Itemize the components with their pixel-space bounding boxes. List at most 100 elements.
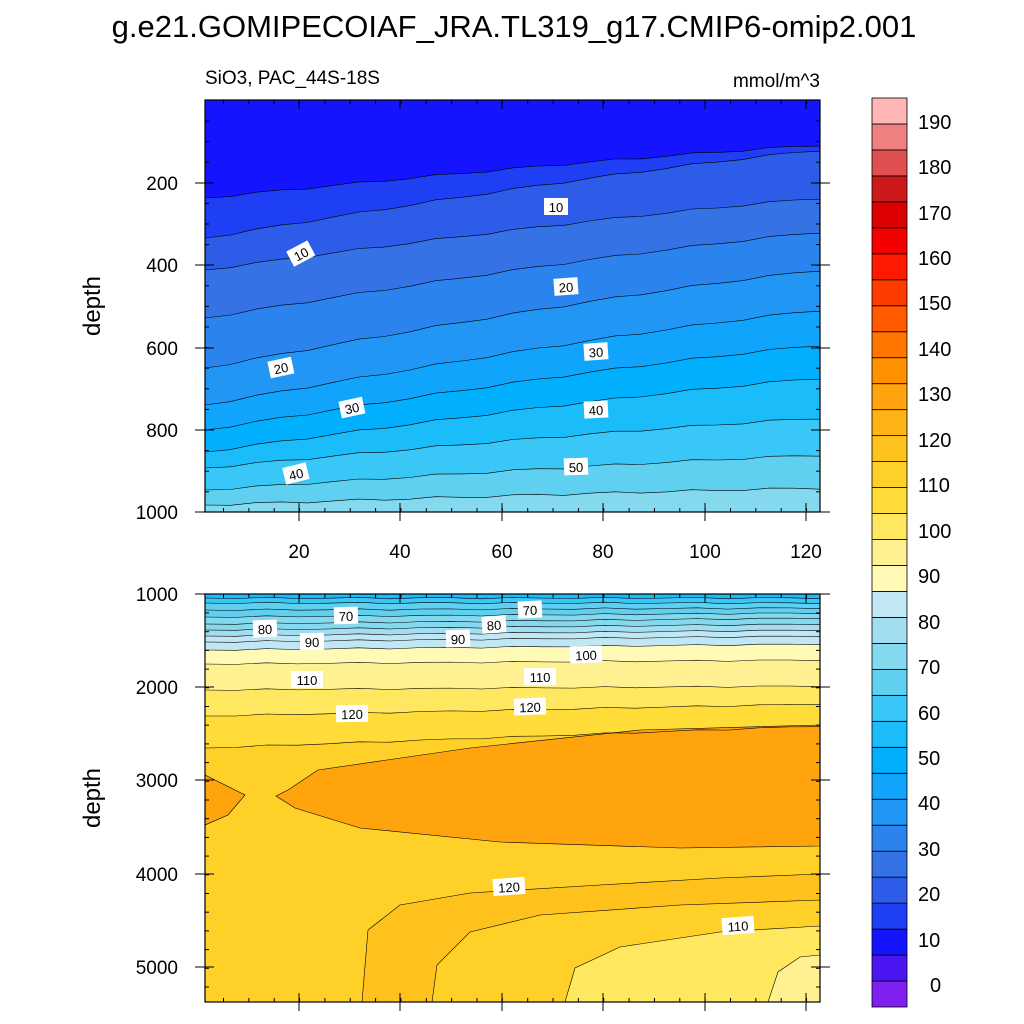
contour-label-bot-110c: 110 — [721, 915, 755, 936]
variable-label: SiO3, PAC_44S-18S — [205, 68, 380, 89]
contour-label-top-30b: 30 — [338, 396, 366, 419]
colorbar-swatch — [871, 980, 908, 1008]
core-tongue — [275, 724, 820, 849]
bottom-axes — [195, 593, 830, 1011]
colorbar-swatch — [871, 409, 908, 437]
colorbar-swatch — [871, 149, 908, 177]
bottom-contour-line — [205, 726, 820, 749]
colorbar-swatch — [871, 954, 908, 982]
colorbar-swatch — [871, 617, 908, 644]
x-tick-40: 40 — [389, 542, 410, 563]
bottom-y-tick-labels: 1000 2000 3000 4000 5000 — [136, 585, 178, 979]
bottom-contour-lines — [205, 596, 820, 749]
x-tick-labels: 20 40 60 80 100 120 — [288, 542, 821, 563]
colorbar-swatch — [871, 902, 908, 930]
svg-text:110: 110 — [727, 918, 749, 934]
colorbar-swatch — [871, 175, 908, 203]
x-tick-60: 60 — [491, 542, 512, 563]
top-contour-line — [205, 145, 820, 199]
colorbar-swatch — [871, 279, 908, 307]
colorbar-swatch — [871, 668, 908, 696]
colorbar-swatch — [871, 435, 908, 462]
cb-label-140: 140 — [918, 339, 951, 361]
bottom-contour-line — [205, 659, 820, 665]
cb-label-180: 180 — [918, 157, 951, 179]
svg-text:120: 120 — [519, 700, 541, 716]
bottom-contour-line — [205, 623, 820, 631]
top-contour-line — [205, 345, 820, 431]
contour-label-top-20a: 20 — [553, 277, 579, 296]
contour-label-top-30a: 30 — [583, 342, 609, 361]
cb-label-70: 70 — [918, 657, 940, 679]
bottom-contour-line — [205, 607, 820, 611]
top-contour-line — [205, 270, 820, 369]
contour-label-bot-90b: 90 — [445, 629, 471, 648]
svg-text:80: 80 — [486, 618, 501, 634]
top-panel: SiO3, PAC_44S-18S mmol/m^3 10 10 20 20 — [79, 68, 830, 563]
svg-text:110: 110 — [530, 670, 551, 685]
units-label: mmol/m^3 — [733, 71, 820, 92]
contour-label-bot-70a: 70 — [333, 606, 359, 625]
colorbar-swatch — [871, 201, 908, 229]
contour-label-bot-120b: 120 — [513, 697, 547, 716]
top-contour-labels: 10 10 20 20 30 30 — [267, 198, 609, 485]
colorbar-swatch — [871, 643, 908, 670]
colorbar-swatch — [871, 928, 908, 956]
cb-label-130: 130 — [918, 384, 951, 406]
colorbar-swatch — [871, 824, 908, 852]
cb-label-150: 150 — [918, 293, 951, 315]
svg-text:80: 80 — [258, 622, 273, 637]
svg-text:10: 10 — [549, 200, 563, 215]
svg-text:30: 30 — [588, 345, 603, 361]
contour-label-bot-80a: 80 — [252, 619, 278, 638]
svg-text:110: 110 — [297, 673, 318, 688]
top-contour-line — [205, 378, 820, 453]
cb-label-110: 110 — [918, 475, 950, 497]
colorbar-swatch — [871, 772, 908, 800]
contour-label-bot-110a: 110 — [291, 671, 323, 688]
cb-label-160: 160 — [918, 248, 951, 270]
svg-text:90: 90 — [451, 632, 466, 647]
core-blob-left — [205, 774, 246, 826]
y-tick-1000b: 1000 — [136, 585, 178, 606]
contour-label-top-10b: 10 — [286, 240, 316, 267]
bottom-contour-line — [205, 601, 820, 605]
top-contour-line — [205, 150, 820, 239]
bottom-band-105 — [767, 954, 820, 1002]
contour-label-bot-110b: 110 — [523, 667, 557, 686]
cb-label-120: 120 — [918, 430, 951, 452]
contour-label-top-10a: 10 — [544, 198, 568, 215]
bottom-plot-frame — [204, 593, 821, 1003]
top-contour-line — [205, 487, 820, 506]
contour-label-bot-90a: 90 — [299, 632, 325, 651]
colorbar-swatch — [871, 305, 908, 333]
cb-label-100: 100 — [918, 521, 951, 543]
cb-label-170: 170 — [918, 203, 951, 225]
svg-text:90: 90 — [305, 635, 320, 650]
svg-text:50: 50 — [569, 460, 584, 475]
svg-text:120: 120 — [341, 707, 363, 722]
colorbar-swatch — [871, 123, 908, 151]
top-contour-line — [205, 418, 820, 469]
cb-label-30: 30 — [918, 839, 940, 861]
x-tick-120: 120 — [790, 542, 822, 563]
top-y-axis-label: depth — [79, 276, 106, 336]
top-contour-lines — [205, 145, 820, 506]
svg-text:40: 40 — [287, 465, 305, 483]
cb-label-0: 0 — [930, 975, 941, 997]
cb-label-40: 40 — [918, 793, 940, 815]
cb-label-10: 10 — [918, 930, 940, 952]
colorbar-swatch — [871, 850, 908, 878]
cb-label-20: 20 — [918, 884, 940, 906]
bottom-contour-line — [205, 596, 820, 600]
contour-label-bot-80b: 80 — [481, 615, 507, 634]
cb-label-80: 80 — [918, 612, 940, 634]
bottom-contour-fill — [205, 594, 820, 1002]
top-band — [205, 488, 820, 512]
svg-text:10: 10 — [291, 244, 311, 264]
contour-label-bot-120c: 120 — [492, 876, 526, 897]
svg-text:20: 20 — [558, 280, 573, 296]
bottom-y-axis-label: depth — [79, 768, 106, 828]
colorbar-swatch — [871, 487, 908, 514]
colorbar-swatch — [871, 746, 908, 774]
